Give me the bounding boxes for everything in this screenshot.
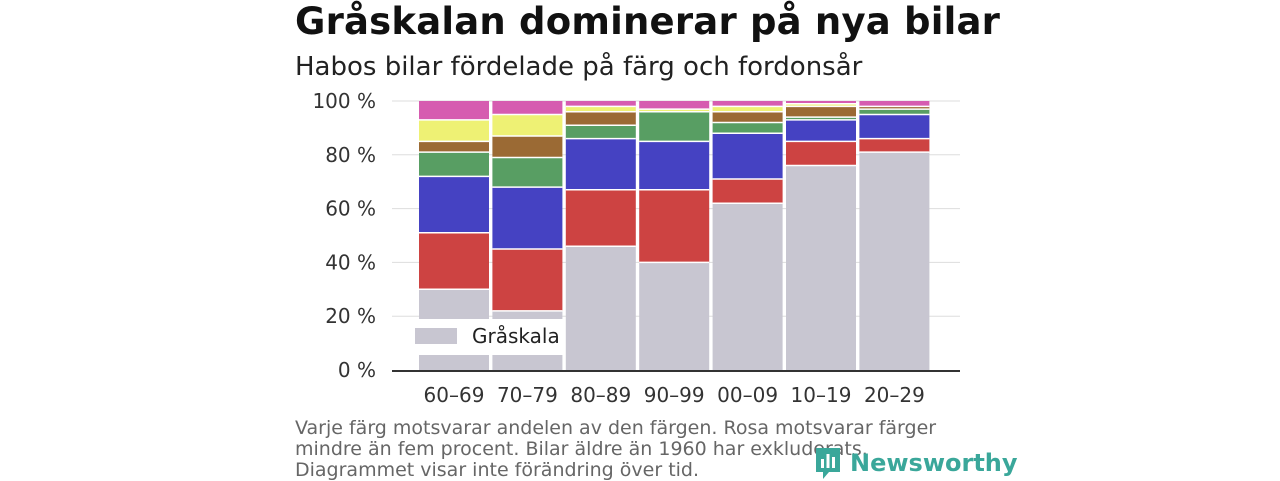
bar-segment — [419, 176, 489, 233]
bar-segment — [639, 101, 710, 110]
x-tick-label: 00–09 — [717, 383, 778, 407]
newsworthy-chart-bubble-icon — [816, 448, 840, 479]
bar-segment — [419, 101, 489, 120]
bar-segment — [786, 141, 856, 166]
y-tick-label: 40 % — [325, 250, 376, 274]
bar-segment — [492, 248, 563, 311]
legend: Gråskala — [405, 319, 565, 355]
axes: 0 % 20 % 40 % 60 % 80 % 100 % 60–69 70–79 80–89 9… — [312, 89, 960, 407]
legend-label: Gråskala — [472, 324, 560, 348]
bar-segment — [786, 165, 856, 370]
bar-segment — [565, 138, 636, 190]
bar-segment — [565, 125, 636, 139]
bar-segment — [712, 101, 783, 107]
bar-segment — [492, 187, 563, 249]
x-tick-label: 10–19 — [791, 383, 852, 407]
brand-name: Newsworthy — [850, 449, 1018, 477]
legend-swatch — [415, 328, 457, 344]
bar-segment — [419, 119, 489, 142]
bar-segment — [492, 157, 563, 188]
y-tick-label: 100 % — [312, 89, 376, 113]
chart-title: Gråskalan dominerar på nya bilar — [295, 0, 1001, 43]
bar-segment — [639, 109, 710, 112]
bar-segment — [786, 119, 856, 142]
bar-segment — [639, 111, 710, 142]
bar-segment — [565, 111, 636, 126]
bar-segment — [712, 106, 783, 112]
brand-logo: Newsworthy — [814, 446, 1018, 480]
bar-segment — [565, 246, 636, 370]
y-tick-label: 0 % — [338, 358, 376, 382]
bar-segment — [712, 122, 783, 134]
chart-subtitle: Habos bilar fördelade på färg och fordon… — [295, 52, 863, 82]
bar-segment — [859, 138, 930, 153]
bar-segment — [639, 141, 710, 190]
bar-segment — [492, 101, 563, 115]
bar-segment — [859, 152, 930, 370]
y-tick-label: 80 % — [325, 143, 376, 167]
bar-segment — [639, 189, 710, 263]
bar-segment — [859, 106, 930, 110]
x-tick-label: 80–89 — [570, 383, 631, 407]
bar-segment — [565, 101, 636, 107]
bar-segment — [786, 103, 856, 107]
bar-segment — [492, 114, 563, 136]
x-tick-label: 90–99 — [644, 383, 705, 407]
bar-segment — [859, 114, 930, 139]
x-tick-label: 70–79 — [497, 383, 558, 407]
footnote: Varje färg motsvarar andelen av den färg… — [295, 417, 937, 481]
bar-segment — [712, 203, 783, 370]
bar-segment — [565, 106, 636, 112]
bar-segment — [712, 111, 783, 123]
bar-segment — [419, 141, 489, 153]
y-tick-label: 60 % — [325, 197, 376, 221]
bar-segment — [492, 135, 563, 158]
bar-segment — [786, 101, 856, 104]
x-tick-label: 20–29 — [864, 383, 925, 407]
bar-segment — [419, 232, 489, 290]
bar-segment — [712, 179, 783, 204]
bar-segment — [712, 133, 783, 180]
bar-segment — [639, 262, 710, 370]
bar-segment — [786, 117, 856, 120]
bar-segment — [786, 106, 856, 118]
bar-segment — [859, 101, 930, 107]
y-tick-label: 20 % — [325, 304, 376, 328]
bar-segment — [419, 152, 489, 177]
x-tick-label: 60–69 — [424, 383, 485, 407]
stacked-bar-chart: 0 % 20 % 40 % 60 % 80 % 100 % 60–69 70–79 80–89 9… — [312, 89, 960, 407]
bar-segment — [565, 189, 636, 247]
bar-segment — [859, 109, 930, 115]
